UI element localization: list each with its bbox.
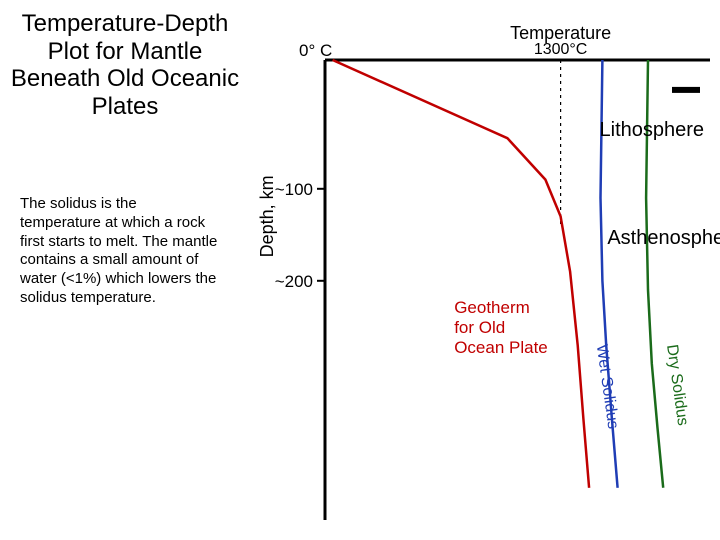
wet-solidus-label: Wet Solidus — [593, 343, 622, 430]
temperature-depth-chart: Temperature0° C1300°C~100~200Depth, kmLi… — [255, 25, 720, 540]
lithosphere-label: Lithosphere — [600, 119, 705, 141]
scale-mark-icon — [672, 87, 700, 93]
x-axis-origin-label: 0° C — [299, 41, 332, 60]
y-tick-label-0: ~100 — [275, 180, 313, 199]
x-axis-marker-label: 1300°C — [534, 41, 588, 58]
page-title: Temperature-Depth Plot for Mantle Beneat… — [10, 10, 240, 120]
body-text: The solidus is the temperature at which … — [20, 195, 220, 308]
geotherm-label-line-0: Geotherm — [454, 298, 530, 317]
dry-solidus-label: Dry Solidus — [663, 343, 691, 426]
asthenosphere-label: Asthenosphere — [607, 227, 720, 249]
geotherm-curve — [333, 60, 589, 488]
geotherm-label-line-1: for Old — [454, 318, 505, 337]
y-axis-label: Depth, km — [257, 175, 277, 257]
y-tick-label-1: ~200 — [275, 272, 313, 291]
geotherm-label-line-2: Ocean Plate — [454, 338, 548, 357]
